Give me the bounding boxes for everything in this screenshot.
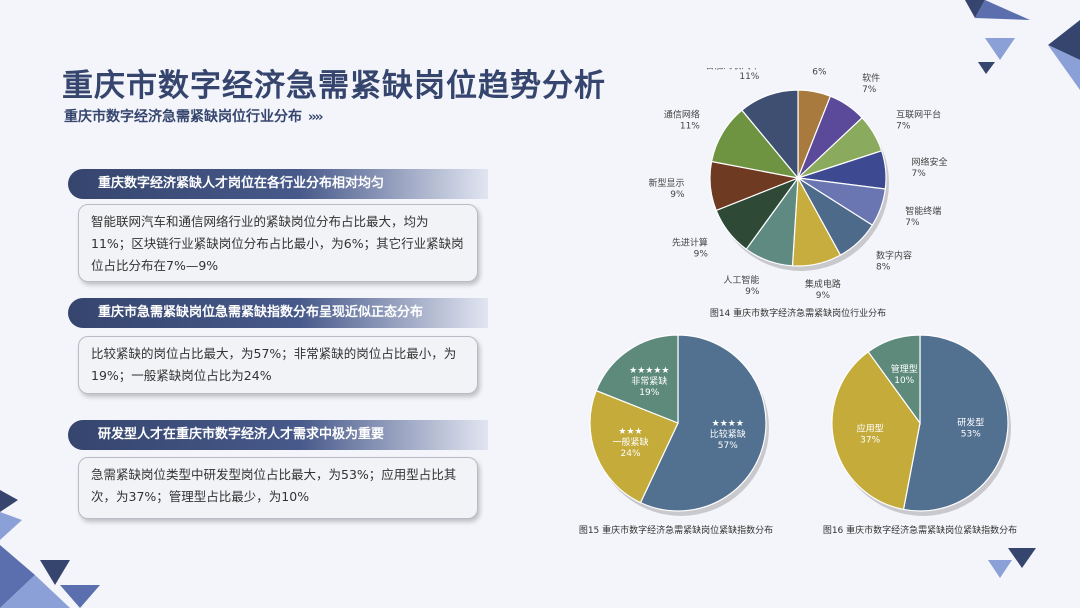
pie-slice-label: 比较紧缺 — [710, 428, 746, 440]
pie-slice — [595, 334, 679, 424]
section-body-shortage-index: 比较紧缺的岗位占比最大，为57%；非常紧缺的岗位占比最小，为19%；一般紧缺岗位… — [78, 336, 478, 394]
pie-slice-value: 11% — [739, 72, 759, 82]
pie-slice-value: 37% — [860, 436, 880, 446]
pie-slice-label: 智能网联汽车 — [705, 68, 759, 71]
triangle-shape — [1048, 20, 1080, 60]
chevrons-icon: ›››› — [308, 110, 324, 125]
pie-slice-label: 数字内容 — [876, 250, 912, 262]
section-heading-job-type: 研发型人才在重庆市数字经济人才需求中极为重要 — [68, 420, 488, 450]
chart-caption: 图14 重庆市数字经济急需紧缺岗位行业分布 — [710, 307, 886, 319]
industry-pie-chart: 区块链6%软件7%互联网平台7%网络安全7%智能终端7%数字内容8%集成电路9%… — [648, 68, 947, 319]
pie-slice-value: 24% — [621, 449, 641, 459]
pie-slice-label: 一般紧缺 — [613, 436, 649, 448]
pie-slice — [589, 389, 679, 504]
pie-slice-label: 人工智能 — [723, 274, 759, 286]
pie-slice-value: 9% — [816, 291, 831, 301]
pie-star-rating: ★★★ — [618, 427, 642, 437]
triangle-shape — [988, 560, 1012, 578]
pie-star-rating: ★★★★ — [712, 419, 744, 429]
pie-slice-label: 新型显示 — [648, 177, 684, 189]
pie-slice-label: 管理型 — [891, 363, 918, 375]
pie-slice — [741, 89, 799, 180]
section-heading-industry: 重庆数字经济紧缺人才岗位在各行业分布相对均匀 — [68, 169, 488, 199]
pie-slice-value: 9% — [670, 190, 685, 200]
section-body-job-type: 急需紧缺岗位类型中研发型岗位占比最大，为53%；应用型占比其次，为37%；管理型… — [78, 457, 478, 519]
pie-slice-value: 8% — [876, 263, 891, 273]
page-title: 重庆市数字经济急需紧缺岗位趋势分析 — [62, 68, 606, 104]
pie-slice-label: 集成电路 — [805, 278, 841, 290]
section-body-industry: 智能联网汽车和通信网络行业的紧缺岗位分布占比最大，均为11%；区块链行业紧缺岗位… — [78, 204, 478, 282]
triangle-shape — [60, 585, 100, 608]
triangle-shape — [0, 545, 35, 608]
pie-slice-value: 7% — [911, 169, 926, 179]
pie-slice-label: 智能终端 — [905, 205, 941, 217]
pie-slice-label: 研发型 — [957, 416, 984, 428]
triangle-shape — [1048, 45, 1080, 90]
pie-slice-value: 10% — [894, 376, 914, 386]
pie-slice-value: 11% — [680, 121, 700, 131]
pie-slice-label: 先进计算 — [672, 236, 708, 248]
pie-slice-label: 网络安全 — [911, 156, 947, 168]
pie-slice-value: 9% — [694, 249, 709, 259]
pie-slice-value: 9% — [745, 287, 760, 297]
pie-slice — [639, 334, 767, 512]
pie-slice — [867, 334, 921, 425]
triangle-shape — [985, 38, 1015, 60]
chart-caption: 图16 重庆市数字经济急需紧缺岗位紧缺指数分布 — [823, 524, 1017, 536]
section-heading-shortage-index: 重庆市急需紧缺岗位急需紧缺指数分布呈现近似正态分布 — [68, 298, 488, 328]
pie-slice-value: 7% — [896, 121, 911, 131]
pie-slice-value: 7% — [905, 218, 920, 228]
triangle-shape — [978, 62, 995, 74]
pie-slice-value: 19% — [639, 388, 659, 398]
pie-slice-label: 通信网络 — [664, 108, 700, 120]
page-subtitle: 重庆市数字经济急需紧缺岗位行业分布 ›››› — [64, 106, 324, 126]
pie-slice — [831, 350, 921, 511]
pie-star-rating: ★★★★★ — [629, 366, 669, 376]
triangle-shape — [1008, 548, 1036, 568]
chart-caption: 图15 重庆市数字经济急需紧缺岗位紧缺指数分布 — [579, 524, 773, 536]
pie-slice-value: 57% — [718, 441, 738, 451]
pie-slice-label: 软件 — [862, 72, 880, 84]
triangle-shape — [0, 575, 70, 608]
triangle-shape — [975, 0, 1030, 20]
pie-slice-value: 6% — [812, 68, 827, 78]
triangle-shape — [0, 490, 18, 512]
pie-slice-label: 非常紧缺 — [631, 375, 667, 387]
triangle-shape — [0, 512, 22, 540]
pie-slice — [902, 334, 1009, 512]
pie-slice-label: 应用型 — [857, 423, 884, 435]
pie-slice-value: 53% — [961, 429, 981, 439]
triangle-shape — [965, 0, 985, 18]
subtitle-text: 重庆市数字经济急需紧缺岗位行业分布 — [64, 109, 302, 125]
pie-slice-value: 7% — [862, 85, 877, 95]
pie-slice-label: 互联网平台 — [896, 108, 941, 120]
triangle-shape — [40, 560, 70, 585]
